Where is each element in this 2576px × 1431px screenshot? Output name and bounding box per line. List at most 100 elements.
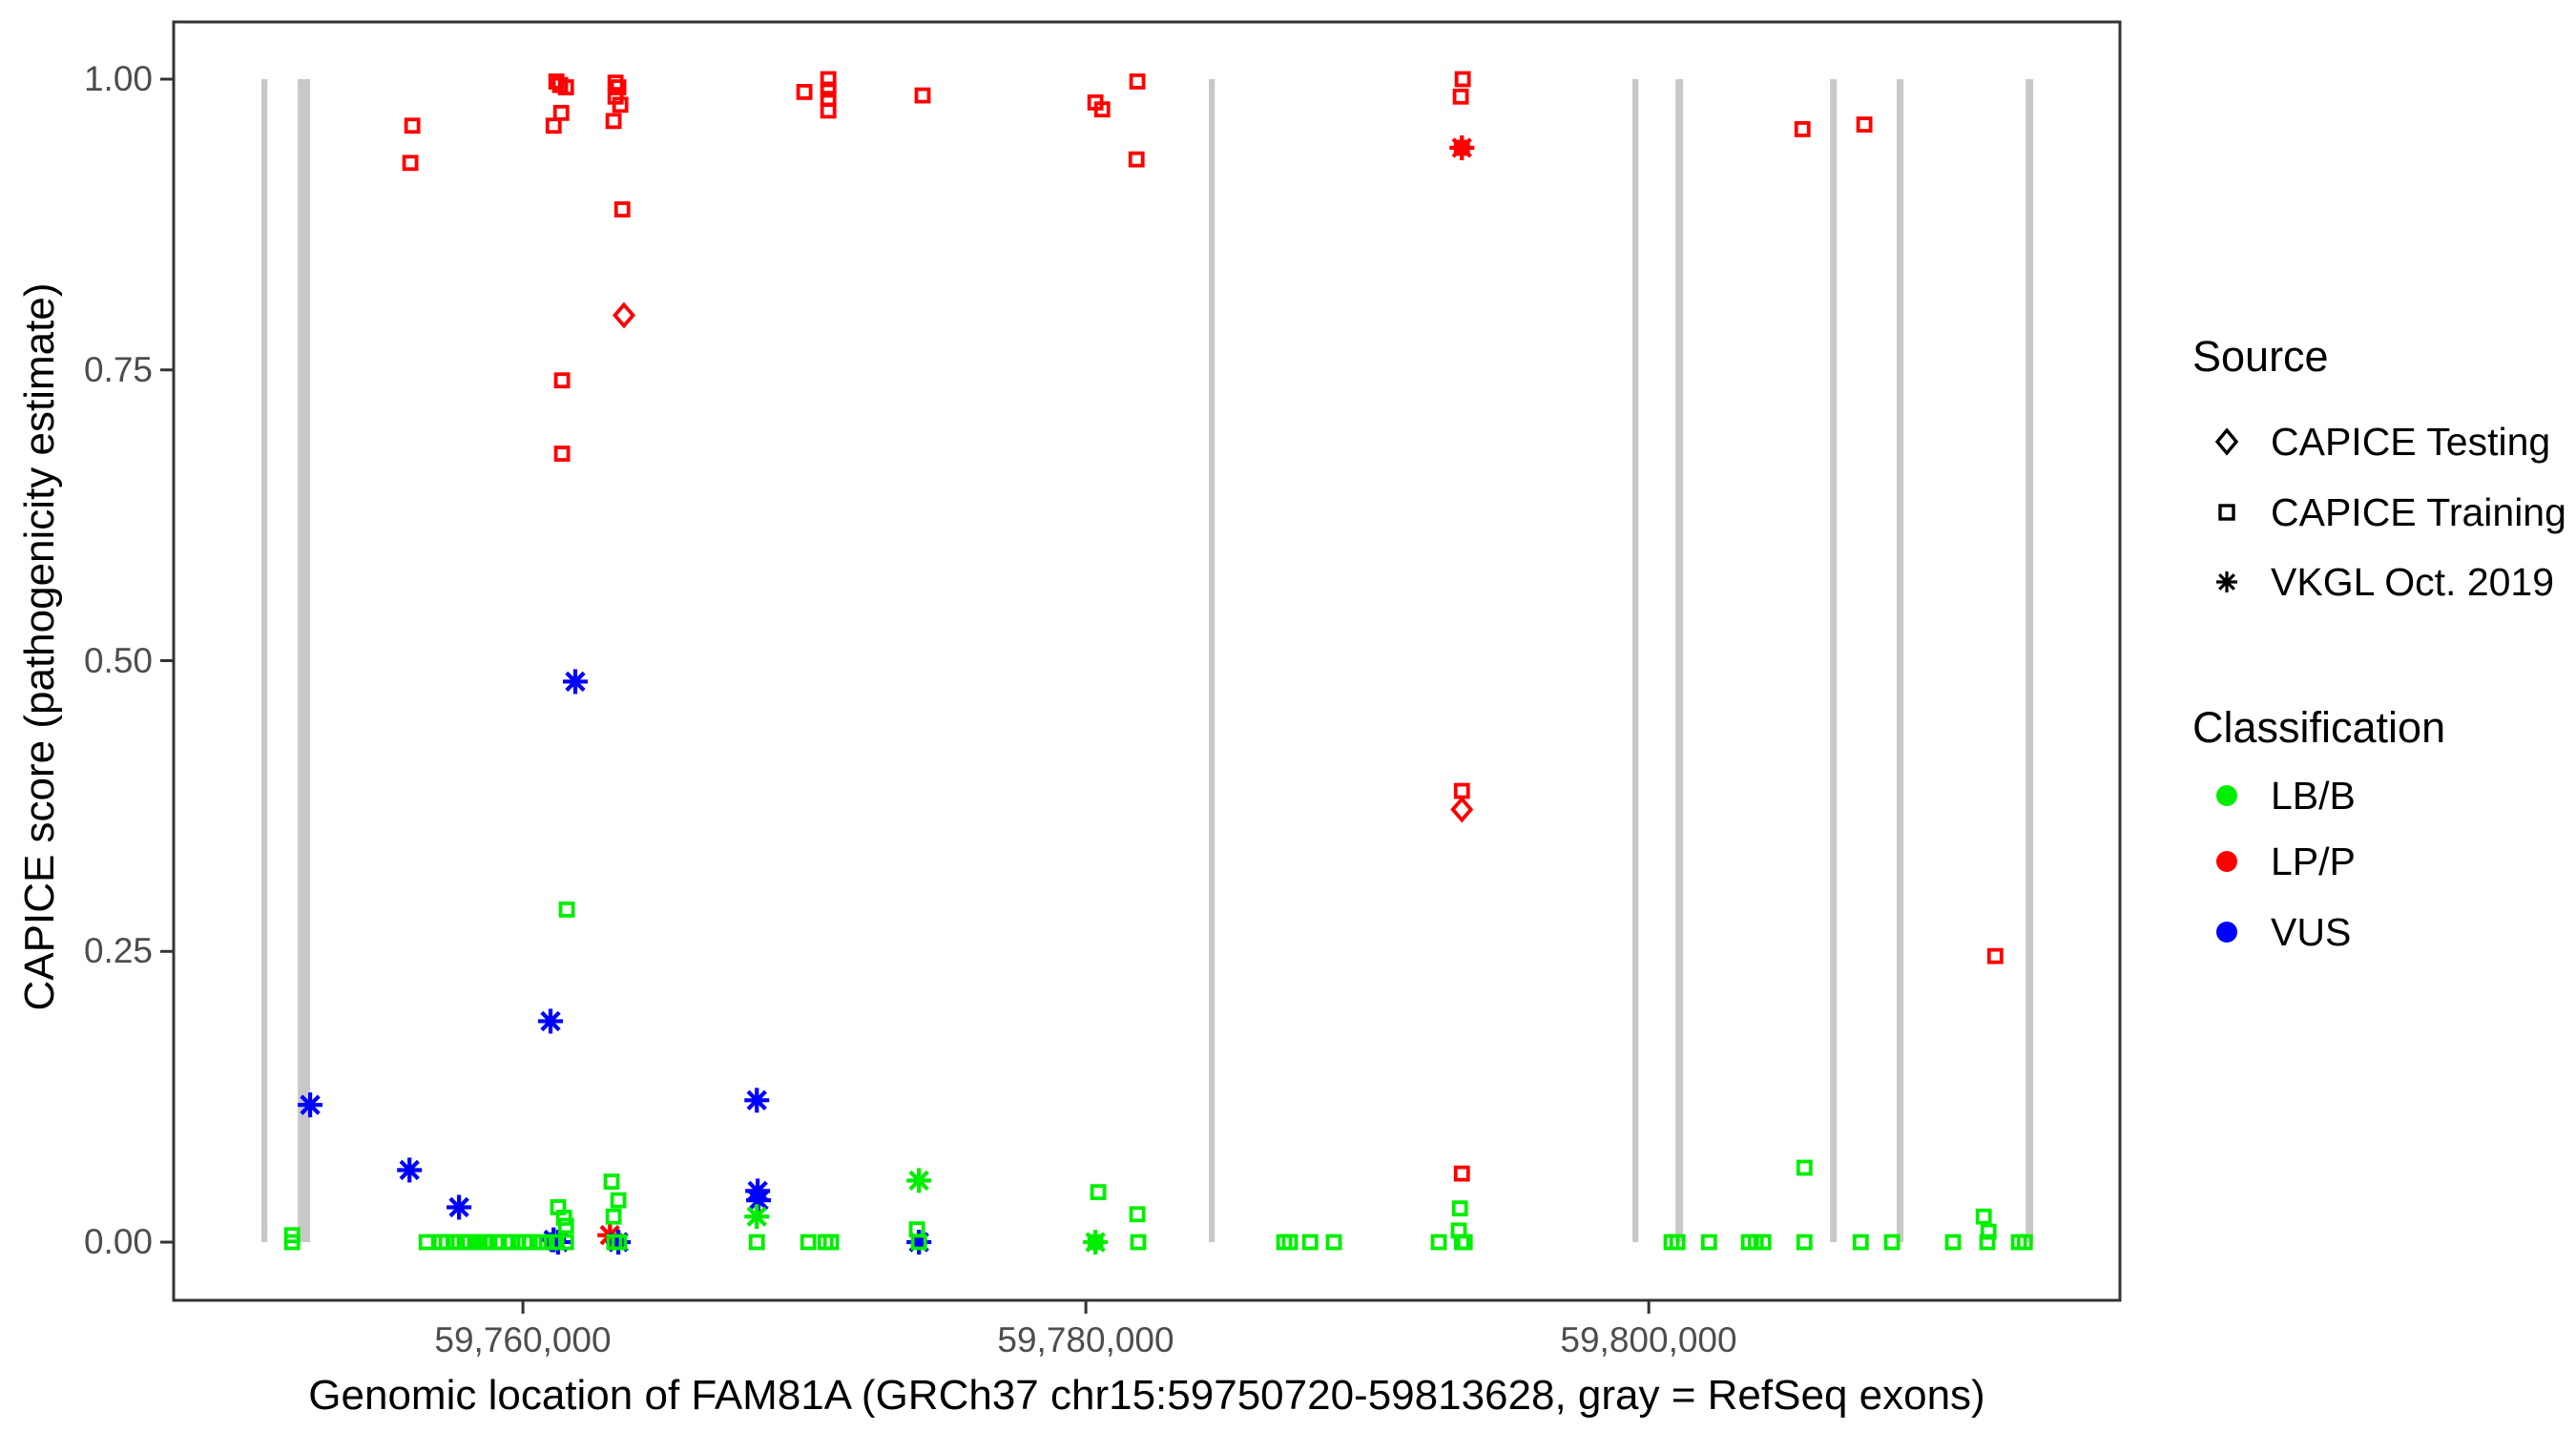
- data-point-square: [1453, 1165, 1470, 1182]
- panel-border: [172, 20, 2122, 1302]
- x-axis-title: Genomic location of FAM81A (GRCh37 chr15…: [308, 1372, 1985, 1419]
- data-point-square: [1794, 120, 1811, 137]
- data-point-asterisk: [906, 1168, 932, 1193]
- refseq-exon-bar: [261, 78, 268, 1243]
- legend-item-vkgl: VKGL Oct. 2019: [2200, 553, 2554, 611]
- data-point-square: [2016, 1234, 2033, 1251]
- legend-item-label: CAPICE Training: [2271, 489, 2566, 534]
- asterisk-icon: [2216, 571, 2237, 592]
- data-point-square: [1456, 1234, 1473, 1251]
- data-point-square: [1755, 1234, 1772, 1251]
- legend-item-label: VUS: [2271, 909, 2352, 954]
- data-point-square: [820, 102, 837, 119]
- data-point-square: [553, 372, 571, 389]
- data-point-square: [1301, 1234, 1319, 1251]
- data-point-square: [1430, 1234, 1447, 1251]
- data-point-asterisk: [298, 1092, 323, 1118]
- refseq-exon-bar: [1209, 78, 1215, 1243]
- data-point-asterisk: [744, 1204, 770, 1230]
- y-tick-label: 0.00: [83, 1222, 153, 1261]
- data-point-square: [402, 155, 419, 172]
- legend-item-capice-training: CAPICE Training: [2200, 484, 2566, 541]
- data-point-square: [283, 1234, 301, 1251]
- data-point-square: [1796, 1159, 1813, 1176]
- data-point-square: [447, 1234, 464, 1251]
- legend-item-label: LB/B: [2271, 773, 2356, 818]
- x-tick-label: 59,780,000: [997, 1320, 1174, 1359]
- data-point-square: [1669, 1234, 1686, 1251]
- data-point-square: [1979, 1234, 1996, 1251]
- data-point-square: [1129, 1206, 1146, 1223]
- data-point-square: [500, 1234, 517, 1251]
- data-point-square: [610, 79, 627, 95]
- data-point-square: [1856, 116, 1873, 133]
- legend-classification-title: Classification: [2192, 703, 2446, 752]
- data-point-square: [605, 1208, 622, 1225]
- data-point-square: [404, 117, 421, 135]
- data-point-square: [553, 446, 571, 462]
- legend-item-lbb: LB/B: [2200, 767, 2356, 824]
- data-point-asterisk: [1449, 135, 1475, 160]
- data-point-square: [1986, 947, 2004, 964]
- data-point-square: [1883, 1234, 1901, 1251]
- legend-source-title: Source: [2192, 332, 2329, 381]
- data-point-square: [418, 1234, 435, 1251]
- red-dot-icon: [2216, 851, 2237, 872]
- data-point-square: [481, 1234, 498, 1251]
- data-point-square: [552, 104, 570, 121]
- data-point-square: [605, 113, 622, 130]
- blue-dot-icon: [2216, 922, 2237, 943]
- data-point-asterisk: [744, 1088, 770, 1113]
- data-point-square: [490, 1234, 508, 1251]
- data-point-square: [555, 1210, 572, 1226]
- y-tick-label: 0.25: [83, 931, 153, 970]
- refseq-exon-bar: [298, 78, 311, 1243]
- data-point-square: [438, 1234, 455, 1251]
- data-point-square: [548, 1234, 565, 1251]
- data-point-square: [521, 1234, 538, 1251]
- data-point-square: [558, 901, 575, 918]
- legend-item-capice-testing: CAPICE Testing: [2200, 413, 2550, 470]
- data-point-square: [796, 83, 813, 100]
- refseq-exon-bar: [1632, 78, 1639, 1243]
- legend-item-label: VKGL Oct. 2019: [2271, 559, 2555, 604]
- data-point-square: [1852, 1234, 1869, 1251]
- y-tick-label: 1.00: [83, 59, 153, 98]
- legend-item-lpp: LP/P: [2200, 833, 2356, 890]
- y-tick-label: 0.50: [83, 641, 153, 680]
- data-point-square: [1129, 73, 1146, 90]
- data-point-square: [603, 1173, 620, 1191]
- refseq-exon-bar: [1897, 78, 1904, 1243]
- refseq-exon-bar: [1830, 78, 1838, 1243]
- data-point-square: [545, 117, 562, 135]
- data-point-square: [1700, 1234, 1717, 1251]
- data-point-asterisk: [397, 1157, 423, 1183]
- x-tick-label: 59,800,000: [1560, 1320, 1737, 1359]
- legend-item-label: CAPICE Testing: [2271, 419, 2551, 464]
- data-point-square: [1980, 1223, 1997, 1240]
- data-point-square: [820, 81, 837, 98]
- data-point-square: [1130, 1234, 1147, 1251]
- data-point-square: [1090, 1184, 1107, 1201]
- data-point-square: [914, 87, 931, 104]
- data-point-square: [822, 1234, 840, 1251]
- legend-item-label: LP/P: [2271, 839, 2356, 883]
- data-point-square: [910, 1234, 927, 1251]
- data-point-square: [611, 1234, 628, 1251]
- data-point-square: [1281, 1234, 1298, 1251]
- data-point-square: [557, 1217, 574, 1234]
- data-point-asterisk: [538, 1008, 564, 1034]
- green-dot-icon: [2216, 785, 2237, 806]
- data-point-square: [1093, 101, 1111, 118]
- data-point-square: [1944, 1234, 1962, 1251]
- data-point-square: [820, 71, 837, 88]
- legend-item-vus: VUS: [2200, 903, 2351, 961]
- data-point-square: [1975, 1208, 1992, 1225]
- y-axis-title: CAPICE score (pathogenicity estimate): [16, 282, 63, 1011]
- data-point-square: [1453, 782, 1470, 799]
- data-point-square: [1796, 1234, 1813, 1251]
- data-point-asterisk: [562, 669, 588, 695]
- data-point-square: [612, 96, 629, 114]
